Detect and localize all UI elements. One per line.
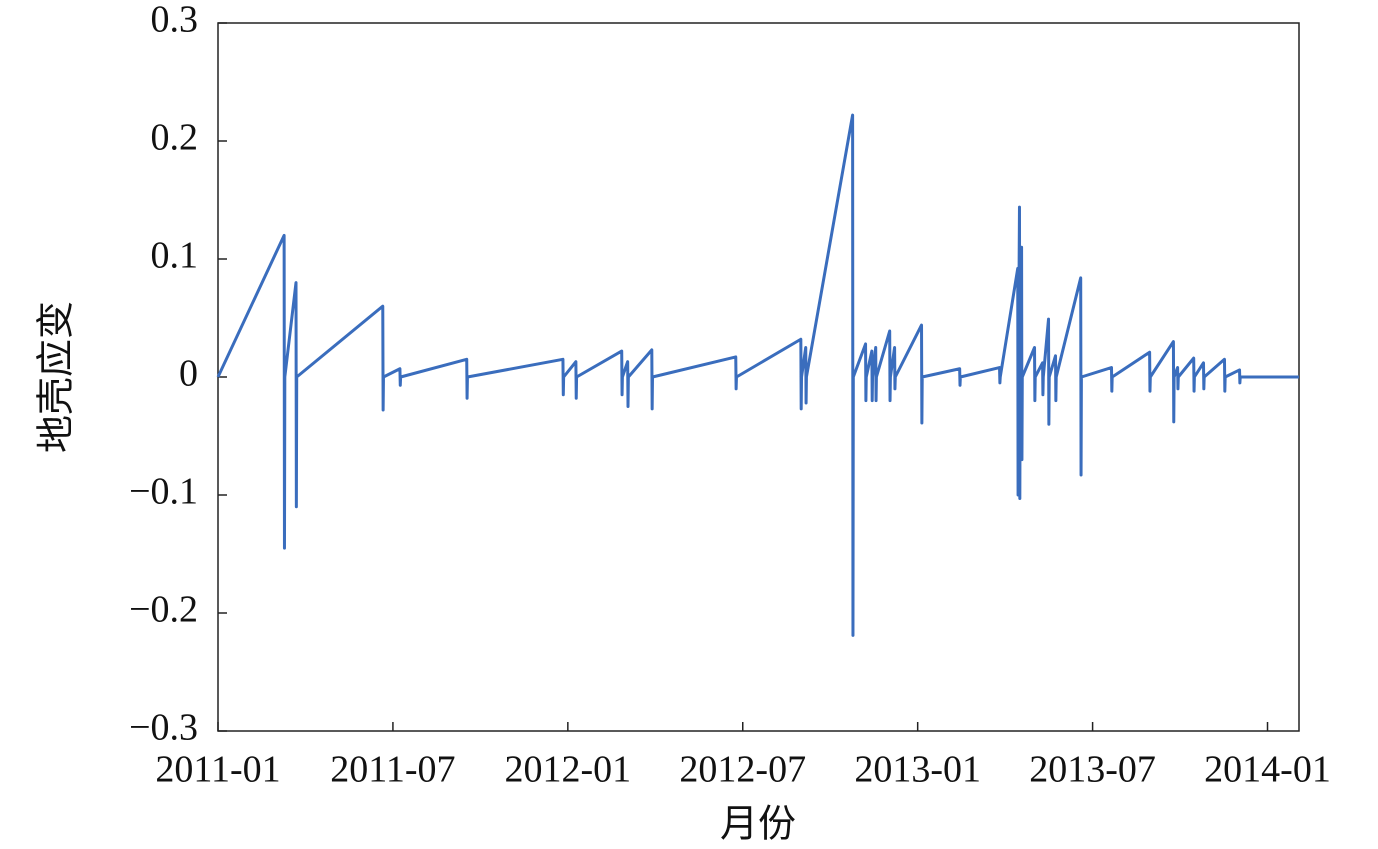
- x-tick-label: 2013-01: [854, 749, 981, 791]
- y-tick-label: −0.1: [129, 471, 198, 513]
- x-tick-label: 2011-01: [155, 749, 280, 791]
- y-tick-label: 0.1: [151, 235, 199, 277]
- x-tick-label: 2011-07: [330, 749, 455, 791]
- plot-frame: [217, 22, 1300, 732]
- y-axis-label: 地壳应变: [36, 301, 78, 453]
- data-line: [216, 113, 1299, 637]
- x-tick-label: 2012-01: [505, 749, 632, 791]
- x-tick-label: 2012-07: [679, 749, 806, 791]
- x-axis-label: 月份: [720, 804, 796, 846]
- y-tick-label: 0.3: [151, 0, 199, 41]
- y-tick-label: −0.2: [129, 589, 198, 631]
- x-tick-label: 2013-07: [1029, 749, 1156, 791]
- y-tick-label: 0.2: [151, 117, 199, 159]
- y-tick-label: −0.3: [129, 707, 198, 749]
- y-tick-label: 0: [179, 353, 198, 395]
- x-tick-label: 2014-01: [1204, 749, 1331, 791]
